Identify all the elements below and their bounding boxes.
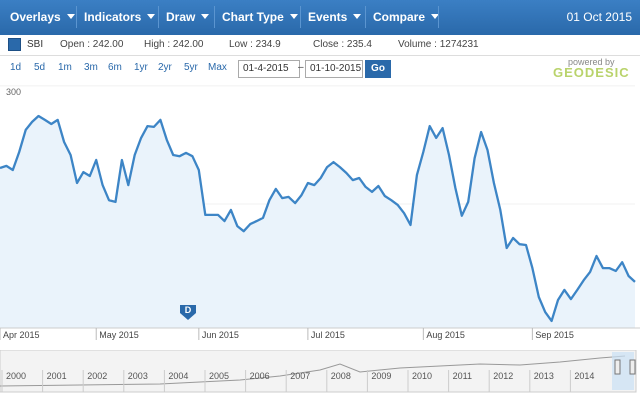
menu-separator [438, 6, 439, 28]
navigator-handle[interactable] [629, 359, 636, 375]
navigator-year: 2014 [574, 371, 594, 381]
menu-item[interactable]: Chart Type [222, 10, 298, 24]
x-tick-label: Aug 2015 [426, 330, 465, 340]
navigator-year: 2008 [331, 371, 351, 381]
current-date: 01 Oct 2015 [566, 10, 632, 24]
symbol: SBI [27, 39, 44, 50]
to-date[interactable]: 01-10-2015 [305, 60, 363, 78]
range-button[interactable]: 5d [34, 62, 46, 73]
x-tick-label: Jul 2015 [311, 330, 345, 340]
x-tick-label: Jun 2015 [202, 330, 239, 340]
navigator-year: 2011 [453, 371, 472, 381]
menu-separator [214, 6, 215, 28]
navigator-handle[interactable] [614, 359, 621, 375]
navigator-year: 2004 [168, 371, 188, 381]
menu-item[interactable]: Draw [166, 10, 209, 24]
menu-item[interactable]: Compare [373, 10, 439, 24]
navigator-year: 2009 [371, 371, 391, 381]
navigator-year: 2006 [250, 371, 270, 381]
navigator-year: 2012 [493, 371, 513, 381]
range-button[interactable]: 5yr [184, 62, 198, 73]
navigator-year: 2000 [6, 371, 26, 381]
divider [0, 55, 640, 56]
price-line [0, 114, 636, 323]
from-date[interactable]: 01-4-2015 [238, 60, 300, 78]
navigator-year: 2013 [534, 371, 554, 381]
navigator-year: 2010 [412, 371, 432, 381]
x-tick-label: Sep 2015 [535, 330, 574, 340]
menu-separator [365, 6, 366, 28]
brand-caption: powered by [568, 57, 615, 67]
event-marker [180, 305, 196, 320]
y-tick-label: 300 [6, 87, 21, 97]
range-button[interactable]: Max [208, 62, 227, 73]
brand-logo: GEODESIC [553, 65, 630, 80]
navigator-year: 2001 [47, 371, 67, 381]
menu-item[interactable]: Indicators [84, 10, 155, 24]
quote-field: Close : 235.4 [313, 39, 372, 50]
range-button[interactable]: 1m [58, 62, 72, 73]
series-checkbox[interactable] [8, 38, 21, 51]
quote-field: Open : 242.00 [60, 39, 124, 50]
navigator-line [0, 355, 626, 387]
navigator: 2000 2001 2002 2003 2004 2005 2006 2007 2008 2009… [0, 350, 637, 393]
menu-separator [158, 6, 159, 28]
menu-item[interactable]: Events [308, 10, 361, 24]
go-button[interactable]: Go [365, 60, 391, 78]
quote-field: High : 242.00 [144, 39, 204, 50]
navigator-year: 2007 [290, 371, 310, 381]
quote-field: Volume : 1274231 [398, 39, 479, 50]
area-fill [0, 116, 635, 328]
navigator-year: 2005 [209, 371, 229, 381]
event-marker-label: D [185, 305, 192, 315]
x-tick-label: May 2015 [99, 330, 139, 340]
range-button[interactable]: 1yr [134, 62, 148, 73]
x-tick-label: Apr 2015 [3, 330, 40, 340]
menu-item[interactable]: Overlays [10, 10, 75, 24]
quote-field: Low : 234.9 [229, 39, 281, 50]
range-button[interactable]: 3m [84, 62, 98, 73]
menu-separator [300, 6, 301, 28]
range-button[interactable]: 6m [108, 62, 122, 73]
range-button[interactable]: 1d [10, 62, 22, 73]
menu-separator [76, 6, 77, 28]
navigator-year: 2002 [87, 371, 107, 381]
date-separator: – [298, 62, 304, 73]
navigator-year: 2003 [128, 371, 148, 381]
range-button[interactable]: 2yr [158, 62, 172, 73]
